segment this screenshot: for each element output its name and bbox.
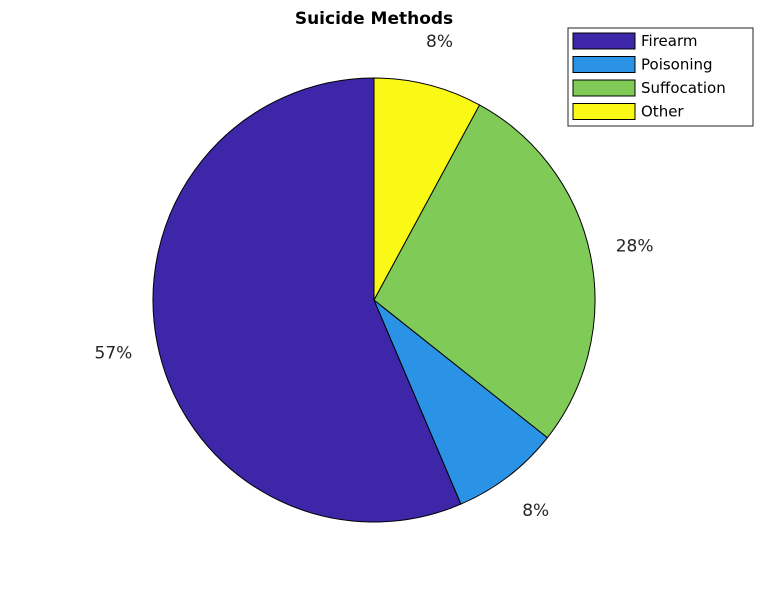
legend-swatch-suffocation [572, 79, 636, 97]
pie-slices [152, 77, 596, 523]
pie-slice-other [373, 77, 481, 301]
pie-percentage-labels: 57% 8% 28% 8% [95, 32, 654, 521]
legend-swatch-poisoning [572, 56, 636, 73]
pie-label-other: 8% [426, 32, 453, 52]
pie-slice-poisoning [373, 299, 549, 505]
legend-label-other: Other [641, 103, 684, 121]
chart-title: Suicide Methods [295, 9, 453, 29]
legend-label-poisoning: Poisoning [641, 56, 713, 74]
pie-slice-firearm [152, 77, 462, 523]
legend: Firearm Poisoning Suffocation Other [567, 27, 754, 127]
legend-label-suffocation: Suffocation [641, 79, 726, 97]
legend-label-firearm: Firearm [641, 32, 697, 50]
legend-swatch-firearm [572, 32, 636, 50]
legend-swatch-other [572, 103, 636, 120]
pie-label-suffocation: 28% [616, 237, 654, 257]
pie-label-firearm: 57% [95, 343, 133, 363]
pie-slice-suffocation [373, 104, 596, 439]
pie-label-poisoning: 8% [522, 501, 549, 521]
